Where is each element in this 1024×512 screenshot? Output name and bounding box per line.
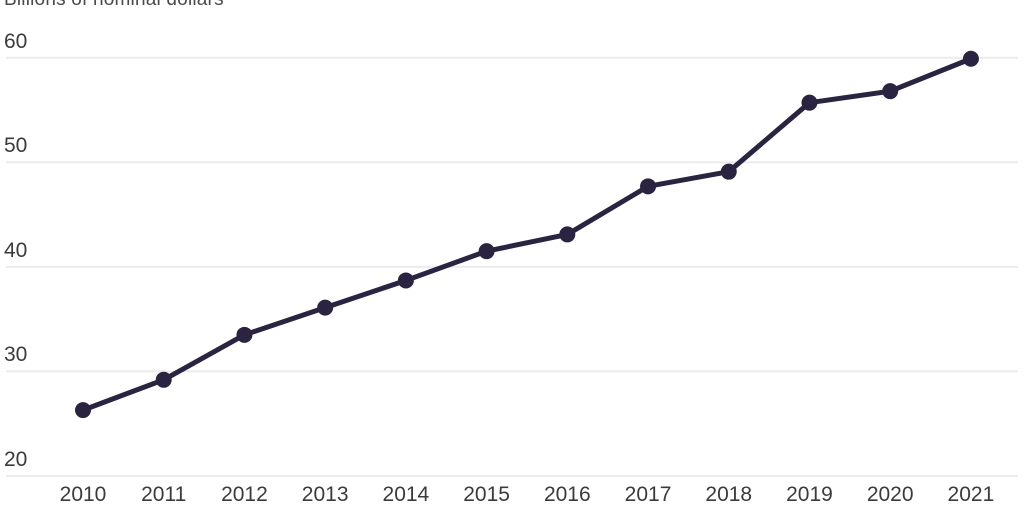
data-point-2019 (801, 94, 818, 111)
y-axis-title: Billions of nominal dollars (4, 0, 224, 11)
x-tick-label-2010: 2010 (59, 483, 107, 506)
data-point-2011 (155, 371, 172, 388)
x-tick-label-2018: 2018 (705, 483, 753, 506)
data-point-2010 (75, 402, 91, 419)
data-point-2012 (236, 326, 253, 343)
data-point-2020 (882, 83, 899, 100)
x-tick-label-2020: 2020 (866, 483, 914, 506)
data-series-line (82, 56, 972, 413)
x-tick-label-2014: 2014 (382, 483, 430, 506)
x-tick-label-2021: 2021 (947, 483, 995, 506)
x-tick-label-2015: 2015 (463, 483, 510, 506)
x-tick-label-2012: 2012 (221, 483, 268, 506)
data-point-2016 (559, 226, 576, 243)
y-tick-label-50: 50 (4, 134, 28, 158)
data-point-2015 (478, 243, 495, 260)
x-tick-label-2013: 2013 (301, 483, 349, 506)
data-point-2021 (962, 50, 979, 67)
y-tick-label-60: 60 (4, 29, 28, 53)
data-point-2017 (640, 178, 657, 195)
x-tick-label-2011: 2011 (141, 483, 187, 506)
x-tick-label-2017: 2017 (624, 483, 672, 506)
x-tick-label-2016: 2016 (543, 483, 591, 506)
data-point-2018 (720, 163, 737, 180)
x-tick-label-2019: 2019 (786, 483, 833, 506)
y-tick-label-30: 30 (4, 343, 28, 367)
y-tick-label-20: 20 (4, 448, 28, 471)
data-point-2014 (397, 272, 414, 289)
y-tick-label-40: 40 (4, 238, 28, 262)
data-point-2013 (317, 299, 334, 316)
